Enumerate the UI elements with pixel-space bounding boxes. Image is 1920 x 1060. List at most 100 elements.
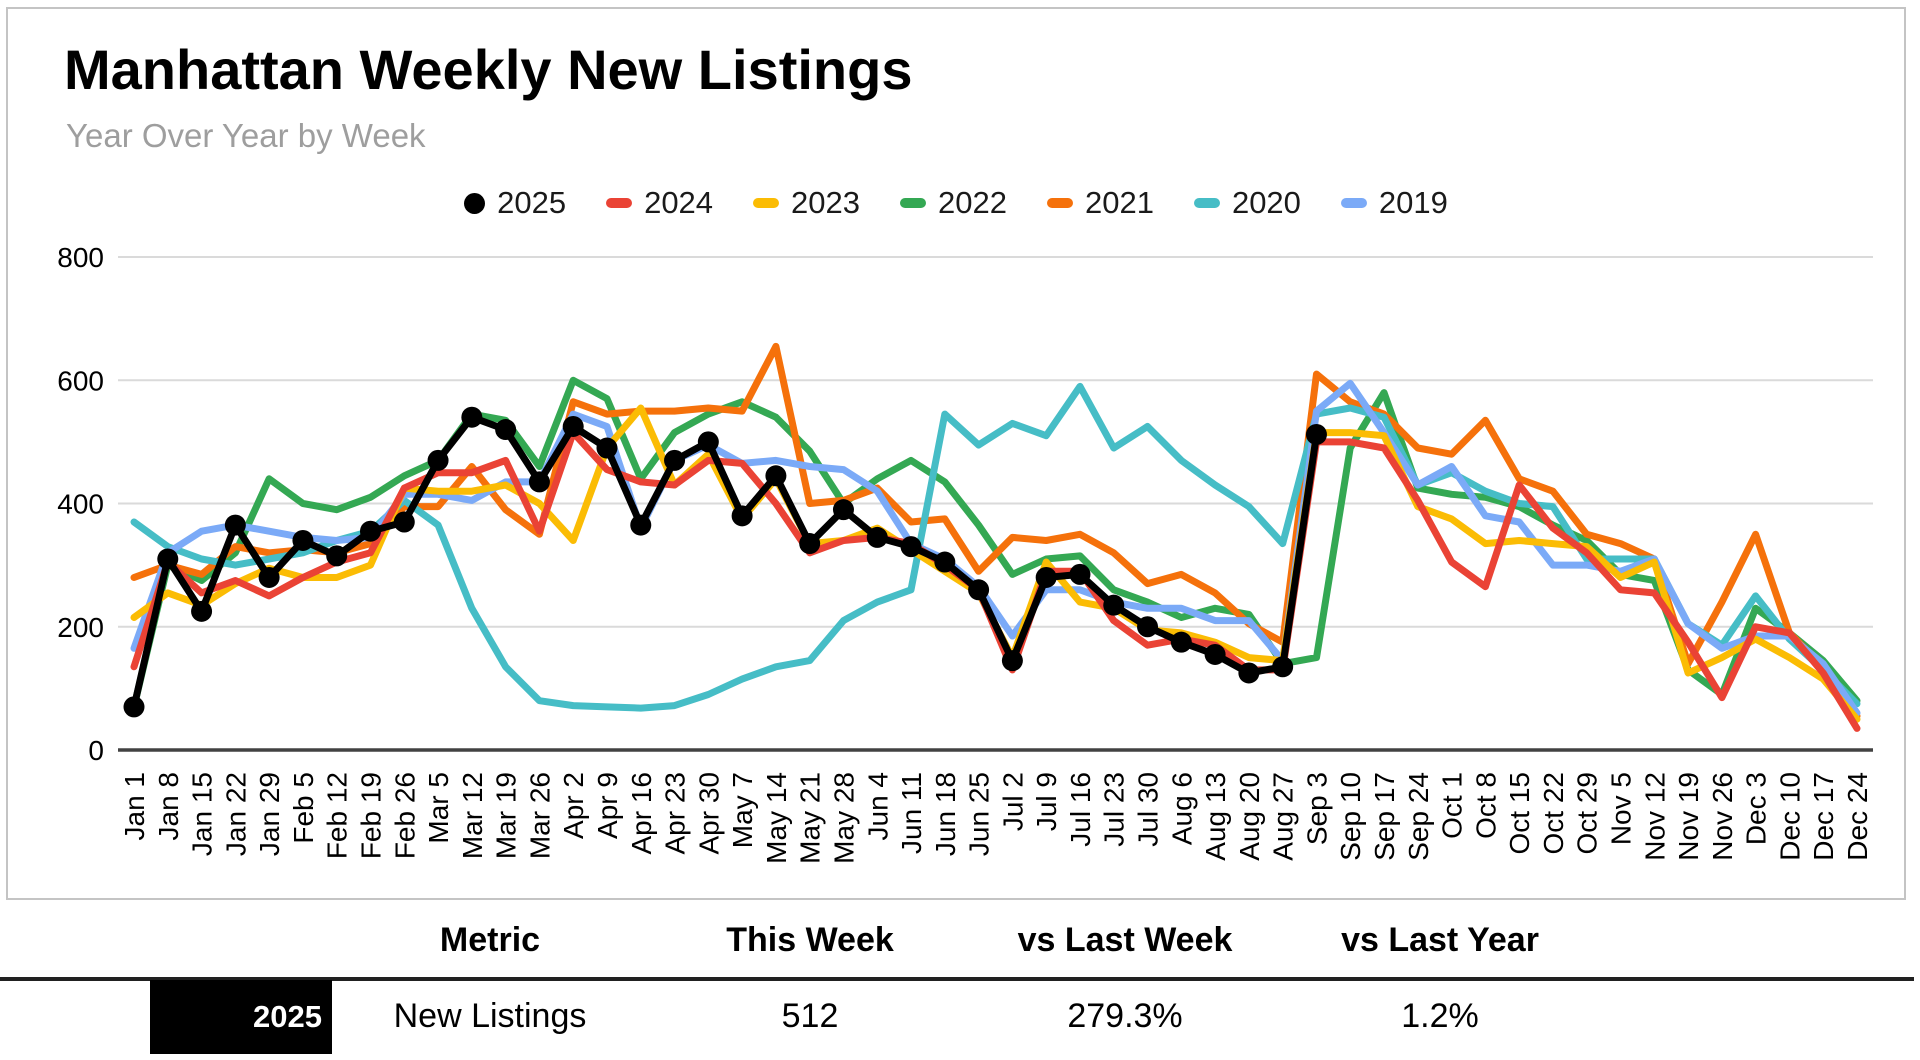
y-axis-label-200: 200 [57,612,104,643]
x-axis-label: Jul 2 [997,772,1028,831]
y-axis-label-0: 0 [88,735,104,766]
x-axis-label: Oct 22 [1538,772,1569,854]
x-axis-label: Oct 1 [1437,772,1468,839]
legend-item-2021: 2021 [1046,185,1154,221]
x-axis-label: Sep 10 [1335,772,1366,861]
column-header-this-week: This Week [726,921,894,959]
data-point-2025 [292,529,314,551]
legend-label: 2024 [644,185,714,220]
legend-item-2022: 2022 [900,185,1007,221]
x-axis-label: Sep 17 [1369,772,1400,861]
series-line-2020 [130,382,1861,712]
legend-label: 2025 [497,185,567,220]
x-axis-label: Dec 10 [1774,772,1805,861]
x-axis-label: Oct 29 [1572,772,1603,854]
x-axis-label: Feb 26 [389,772,420,859]
data-point-2025 [258,566,280,588]
y-axis-label-400: 400 [57,489,104,520]
data-point-2025 [562,415,584,437]
data-point-2025 [765,465,787,487]
cell-vs-last-week: 279.3% [1067,997,1183,1035]
x-axis-label: Apr 23 [660,772,691,855]
x-axis-label: Mar 5 [423,772,454,844]
data-point-2025 [934,551,956,573]
y-axis-label-800: 800 [57,242,104,273]
legend-item-2023: 2023 [753,185,860,221]
x-axis-label: Dec 24 [1842,772,1873,861]
column-header-vs-last-year: vs Last Year [1341,921,1539,959]
data-point-2025 [1170,631,1192,653]
cell-vs-last-year: 1.2% [1401,997,1479,1035]
x-axis-label: May 7 [727,772,758,848]
legend-label: 2022 [938,185,1007,220]
data-point-2025 [697,431,719,453]
data-point-2025 [1103,594,1125,616]
data-point-2025 [866,526,888,548]
data-point-2025 [596,437,618,459]
legend-swatch-icon [900,198,927,208]
x-axis-label: Jan 15 [187,772,218,856]
data-point-2025 [664,449,686,471]
x-axis-label: Aug 27 [1268,772,1299,861]
cell-this-week: 512 [781,997,839,1035]
data-point-2025 [1272,656,1294,678]
line-chart: 0 200 400 600 800 Jan 1 Jan 8 Jan 15 Jan 22 Jan 2… [57,242,1873,864]
legend-swatch-icon [464,192,486,214]
x-axis-label: Sep 24 [1403,772,1434,861]
series-line-2022 [130,376,1861,711]
data-point-2025 [528,471,550,493]
data-point-2025 [799,533,821,555]
legend-label: 2023 [791,185,861,220]
data-point-2025 [359,520,381,542]
data-point-2025 [157,548,179,570]
data-point-2025 [427,449,449,471]
x-axis-label: Apr 2 [558,772,589,839]
chart-legend: 2025 2024 2023 2022 2021 2020 2019 [8,185,1904,221]
legend-item-2025: 2025 [464,185,566,221]
data-point-2025 [1035,566,1057,588]
x-axis-label: Mar 19 [491,772,522,859]
x-axis-label: Mar 26 [524,772,555,859]
x-axis-label: Mar 12 [457,772,488,859]
data-point-2025 [461,406,483,428]
legend-swatch-icon [753,198,780,208]
legend-item-2020: 2020 [1193,185,1301,221]
x-axis-label: Jun 25 [964,772,995,856]
x-axis-label: Jan 22 [220,772,251,856]
year-badge: 2025 [150,980,332,1054]
summary-table: Metric This Week vs Last Week vs Last Ye… [0,901,1920,1060]
x-axis-label: Feb 19 [355,772,386,859]
data-point-2025 [224,514,246,536]
legend-label: 2021 [1084,185,1154,220]
legend-item-2019: 2019 [1340,185,1448,221]
data-point-2025 [1069,563,1091,585]
x-axis-label: Jan 1 [119,772,150,841]
x-axis-label: Nov 19 [1673,772,1704,861]
legend-swatch-icon [606,198,633,208]
x-axis-label: Dec 3 [1741,772,1772,845]
data-point-2025 [900,536,922,558]
x-axis-label: Dec 17 [1808,772,1839,861]
column-header-vs-last-week: vs Last Week [1017,921,1233,959]
x-axis-label: Jan 29 [254,772,285,856]
legend-label: 2019 [1378,185,1448,220]
data-point-2025 [1001,650,1023,672]
x-axis-label: Jan 8 [153,772,184,841]
x-axis-label: Feb 5 [288,772,319,844]
chart-subtitle: Year Over Year by Week [66,117,426,154]
x-axis-label: Nov 12 [1639,772,1670,861]
x-axis-label: Oct 15 [1504,772,1535,854]
y-axis-label-600: 600 [57,365,104,396]
x-axis-label: Nov 5 [1606,772,1637,845]
x-axis-label: Jul 23 [1099,772,1130,847]
data-point-2025 [832,499,854,521]
x-axis-label: Apr 9 [592,772,623,839]
x-axis-label: Sep 3 [1301,772,1332,845]
legend-swatch-icon [1193,198,1220,208]
column-header-metric: Metric [439,921,541,959]
legend-swatch-icon [1340,198,1367,208]
data-point-2025 [191,600,213,622]
legend-item-2024: 2024 [606,185,713,221]
x-axis-label: Feb 12 [322,772,353,859]
data-point-2025 [1305,423,1327,445]
